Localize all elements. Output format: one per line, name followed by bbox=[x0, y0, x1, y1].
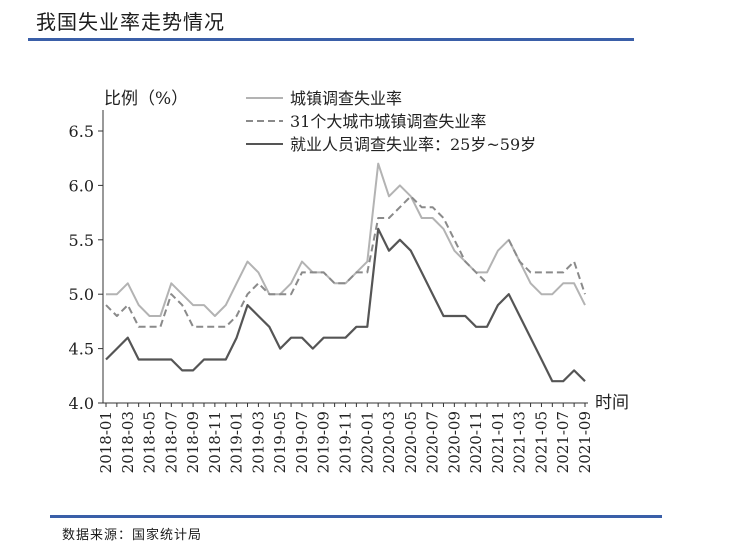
x-tick-label: 2021-09 bbox=[576, 411, 594, 473]
x-tick-label: 2019-03 bbox=[249, 411, 267, 473]
x-tick-label: 2021-07 bbox=[554, 411, 572, 473]
x-tick-label: 2021-05 bbox=[532, 411, 550, 473]
source-note: 数据来源：国家统计局 bbox=[62, 528, 203, 543]
legend-label-3: 就业人员调查失业率：25岁~59岁 bbox=[290, 135, 536, 154]
x-tick-label: 2019-11 bbox=[337, 411, 355, 473]
x-tick-label: 2018-09 bbox=[184, 411, 202, 473]
legend-label-1: 城镇调查失业率 bbox=[290, 89, 402, 108]
y-tick-label: 5.0 bbox=[69, 285, 94, 304]
x-tick-label: 2020-05 bbox=[402, 411, 420, 473]
page-title: 我国失业率走势情况 bbox=[36, 10, 225, 34]
x-tick-label: 2018-07 bbox=[162, 411, 180, 473]
y-axis-label: 比例（%） bbox=[104, 89, 188, 109]
x-tick-label: 2019-09 bbox=[315, 411, 333, 473]
y-tick-label: 4.0 bbox=[69, 394, 94, 413]
bottom-divider bbox=[50, 515, 662, 518]
x-axis-label: 时间 bbox=[595, 393, 629, 413]
x-tick-label: 2021-03 bbox=[511, 411, 529, 473]
legend-label-2: 31个大城市城镇调查失业率 bbox=[290, 112, 486, 131]
x-tick-label: 2019-07 bbox=[293, 411, 311, 473]
series-line-2 bbox=[105, 195, 586, 328]
x-tick-label: 2019-05 bbox=[271, 411, 289, 473]
x-tick-label: 2020-11 bbox=[467, 411, 485, 473]
x-tick-label: 2018-05 bbox=[141, 411, 159, 473]
x-tick-label: 2020-03 bbox=[380, 411, 398, 473]
x-tick-label: 2020-09 bbox=[445, 411, 463, 473]
top-divider bbox=[28, 38, 634, 41]
series-line-3 bbox=[105, 227, 586, 383]
x-tick-label: 2020-01 bbox=[358, 411, 376, 473]
x-tick-label: 2019-01 bbox=[228, 411, 246, 473]
y-tick-label: 4.5 bbox=[69, 340, 94, 359]
y-tick-label: 5.5 bbox=[69, 231, 94, 250]
unemployment-line-chart: 比例（%） 时间 4.04.55.05.56.06.5 2018-01 2018-… bbox=[69, 89, 629, 473]
x-tick-label: 2021-01 bbox=[489, 411, 507, 473]
y-tick-label: 6.5 bbox=[69, 122, 94, 141]
y-tick-label: 6.0 bbox=[69, 176, 94, 195]
x-tick-label: 2018-03 bbox=[119, 411, 137, 473]
x-tick-label: 2018-11 bbox=[206, 411, 224, 473]
x-tick-label: 2020-07 bbox=[424, 411, 442, 473]
x-tick-label: 2018-01 bbox=[97, 411, 115, 473]
series-line-1 bbox=[106, 162, 586, 317]
